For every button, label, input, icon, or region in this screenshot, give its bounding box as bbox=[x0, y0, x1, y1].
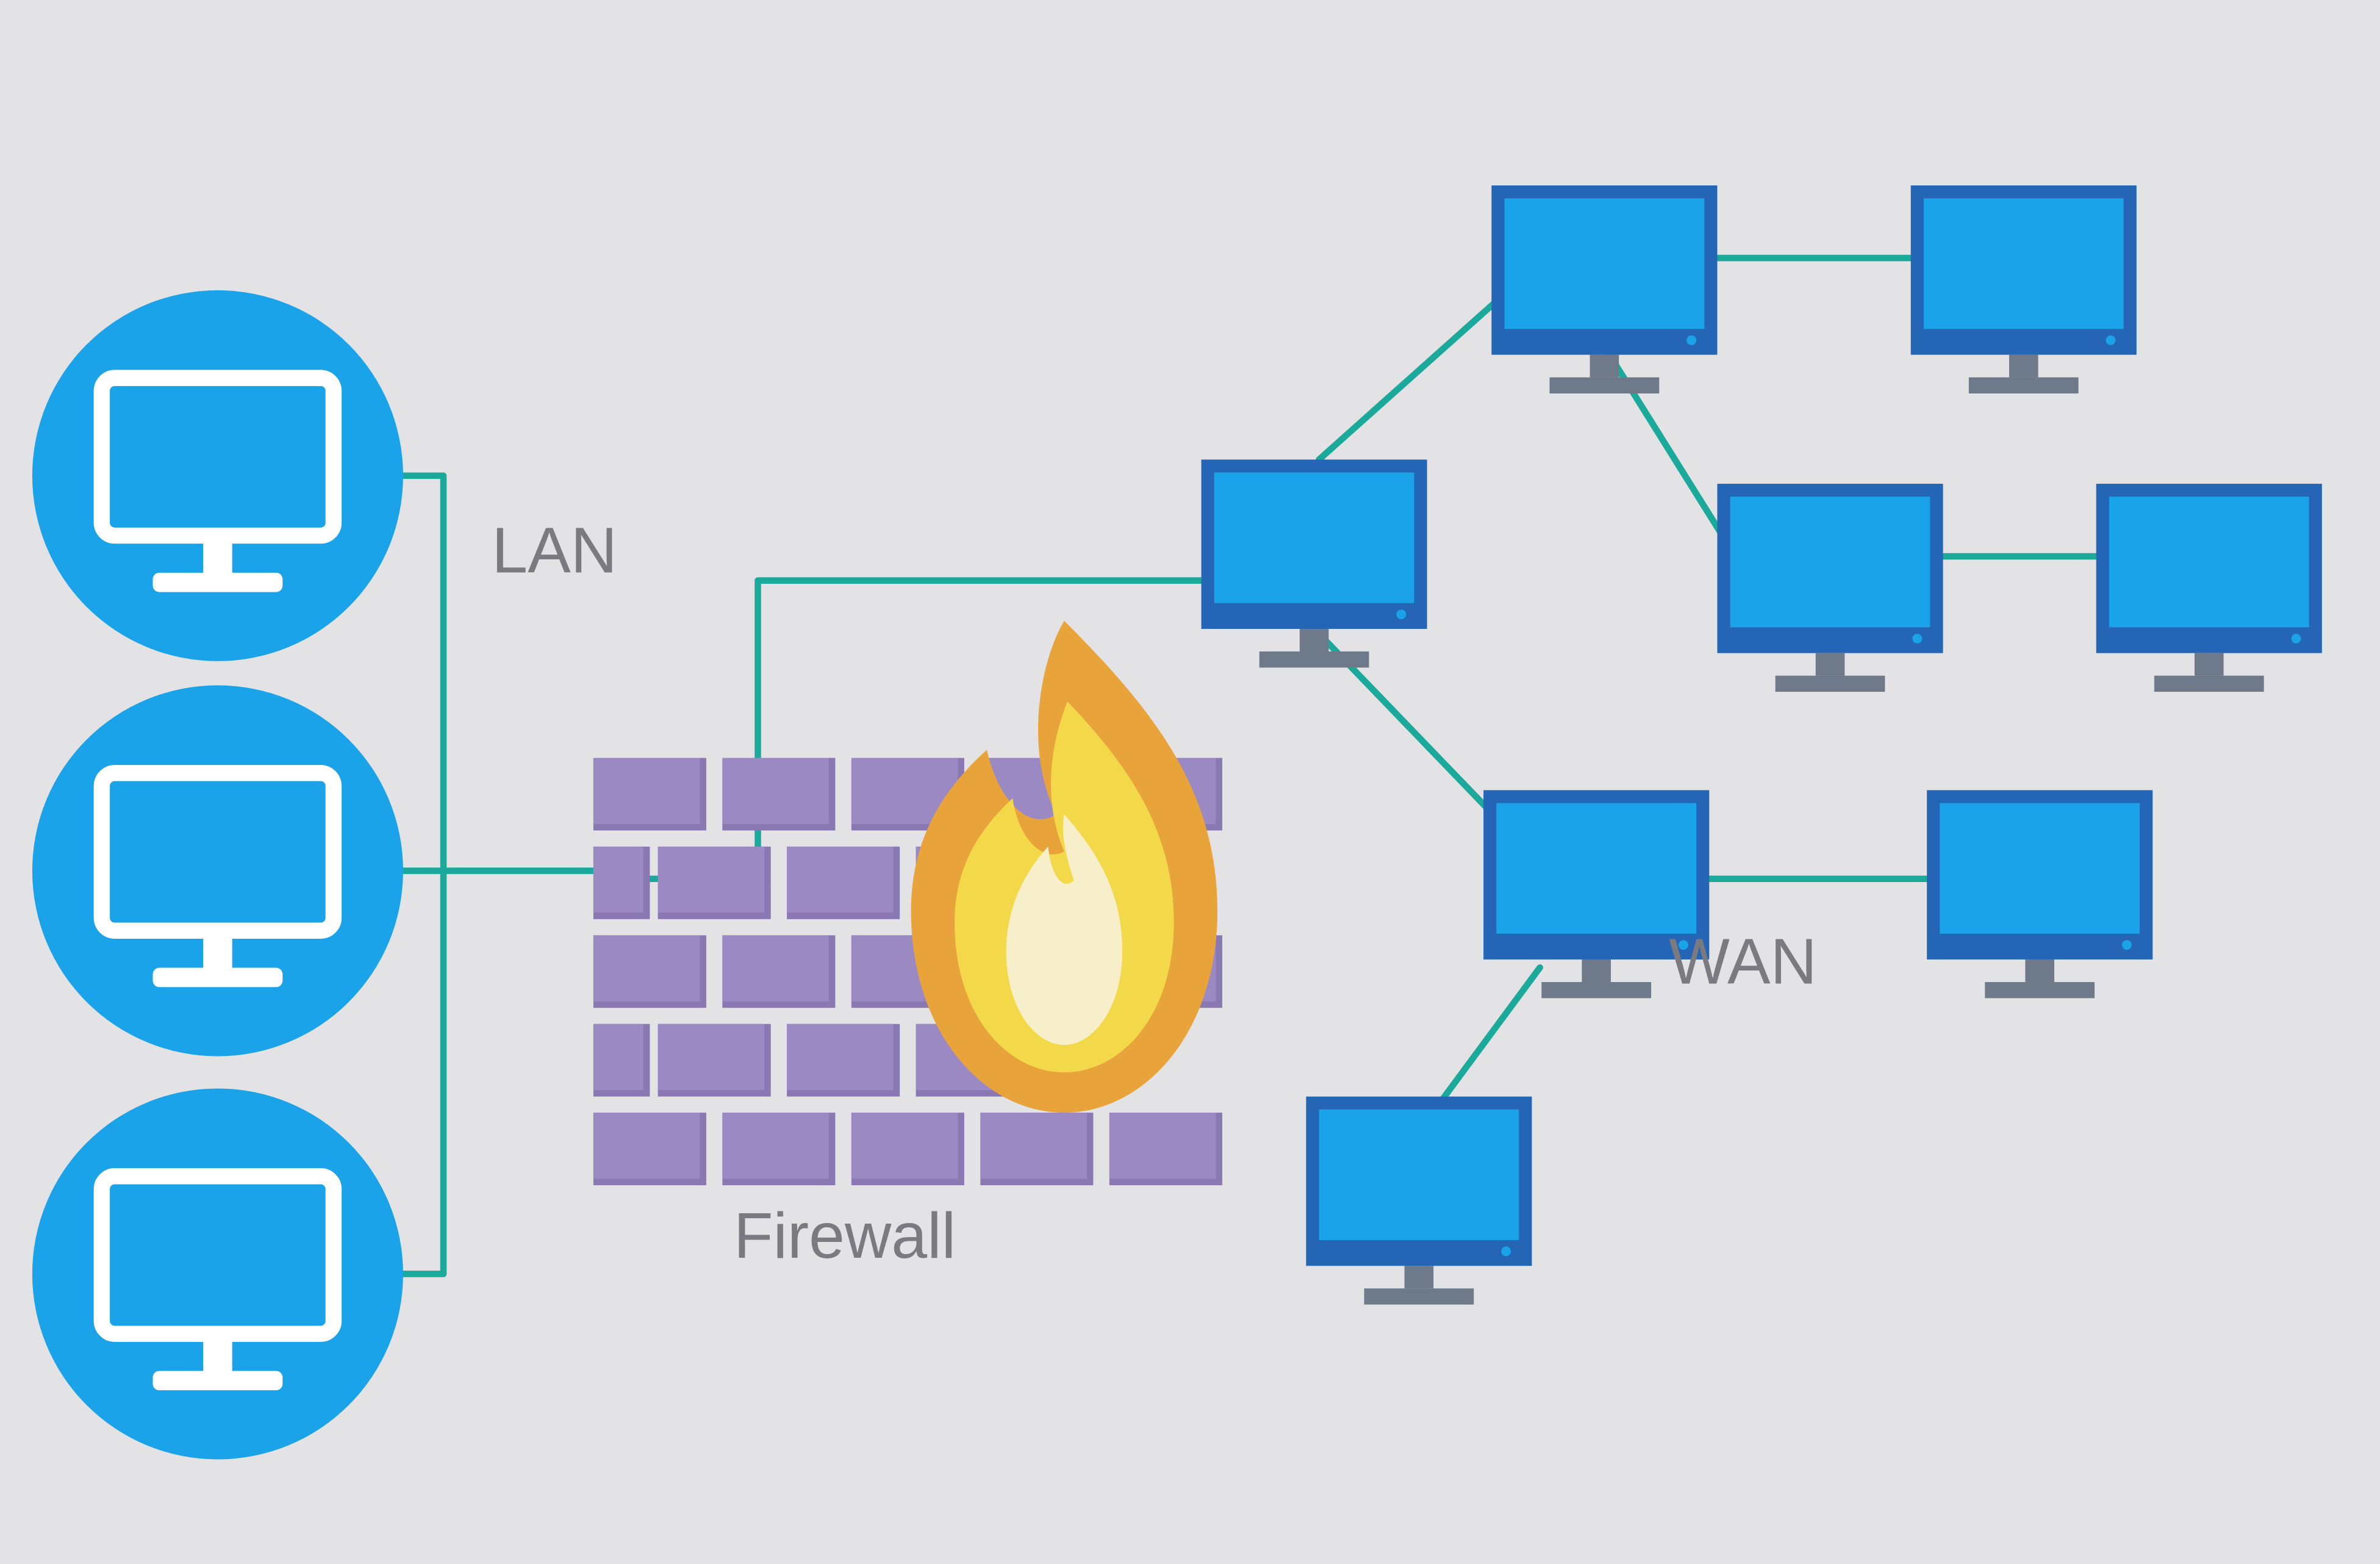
lan-node bbox=[32, 290, 403, 661]
firewall-label: Firewall bbox=[734, 1200, 956, 1272]
wan-node bbox=[1717, 484, 1943, 692]
wan-node bbox=[2096, 484, 2322, 692]
wan-node bbox=[1911, 185, 2137, 393]
network-diagram: LAN Firewall WAN bbox=[0, 0, 2380, 1564]
lan-label: LAN bbox=[492, 514, 617, 586]
wan-node bbox=[1491, 185, 1717, 393]
wan-node bbox=[1202, 459, 1427, 667]
wan-label: WAN bbox=[1669, 926, 1817, 998]
lan-node bbox=[32, 686, 403, 1056]
wan-node bbox=[1306, 1097, 1532, 1305]
lan-node bbox=[32, 1088, 403, 1459]
wan-node bbox=[1927, 790, 2152, 998]
flame-icon bbox=[911, 621, 1217, 1113]
